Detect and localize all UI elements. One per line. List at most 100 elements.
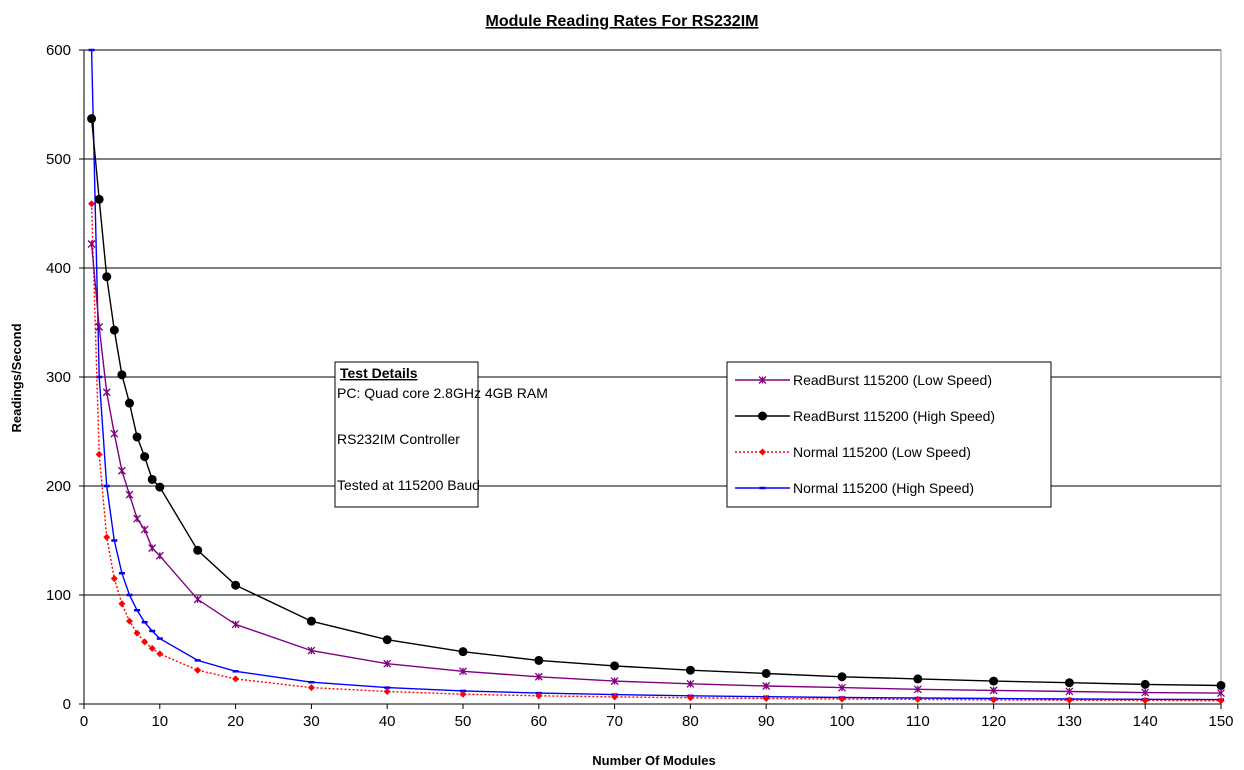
data-point: [141, 638, 149, 646]
data-point: [1216, 680, 1226, 690]
data-point: [193, 545, 203, 555]
data-point: [140, 525, 149, 534]
data-point: [761, 668, 771, 678]
y-tick-label: 400: [46, 260, 71, 277]
x-tick-label: 110: [906, 713, 930, 730]
y-tick-label: 300: [46, 369, 71, 386]
data-point: [1141, 688, 1150, 697]
data-point: [758, 376, 767, 384]
x-tick-label: 20: [227, 713, 244, 730]
series-line: [90, 243, 1222, 694]
x-axis-title: Number Of Modules: [592, 753, 716, 768]
data-point: [103, 533, 111, 541]
y-axis-title: Readings/Second: [9, 323, 24, 432]
data-point: [194, 666, 202, 674]
data-point: [102, 388, 111, 397]
test-details-box: Test Details PC: Quad core 2.8GHz 4GB RA…: [334, 361, 548, 508]
data-point: [610, 661, 620, 671]
data-point: [382, 635, 392, 645]
legend-label: Normal 115200 (Low Speed): [793, 444, 971, 460]
data-point: [117, 466, 126, 475]
y-axis-ticks: 0 100 200 300 400 500 600: [46, 42, 84, 713]
data-point: [383, 687, 391, 695]
data-point: [87, 240, 96, 248]
data-point: [94, 194, 104, 204]
x-tick-label: 130: [1057, 713, 1082, 730]
data-point: [132, 432, 142, 442]
x-tick-label: 80: [682, 713, 699, 730]
data-point: [118, 600, 126, 608]
x-tick-label: 70: [606, 713, 623, 730]
x-tick-label: 140: [1133, 713, 1158, 730]
x-tick-label: 30: [303, 713, 320, 730]
x-tick-label: 120: [981, 713, 1006, 730]
data-point: [307, 646, 316, 655]
data-point: [913, 685, 922, 694]
y-tick-label: 600: [46, 42, 71, 59]
legend: ReadBurst 115200 (Low Speed) ReadBurst 11…: [726, 361, 1052, 508]
data-point: [686, 679, 695, 688]
y-tick-label: 100: [46, 587, 71, 604]
series-4: [88, 48, 1224, 701]
data-point: [838, 683, 846, 692]
x-tick-label: 10: [151, 713, 168, 730]
data-point: [534, 655, 544, 665]
data-point: [140, 452, 150, 462]
data-point: [102, 272, 112, 282]
data-point: [1217, 689, 1225, 698]
series-line: [90, 203, 1222, 702]
data-point: [534, 672, 543, 681]
data-point: [913, 674, 923, 684]
legend-item: ReadBurst 115200 (High Speed): [735, 408, 995, 424]
data-point: [117, 370, 127, 380]
data-point: [535, 692, 543, 700]
series-line: [90, 49, 1222, 701]
series-3: [88, 200, 1225, 705]
x-tick-label: 90: [758, 713, 775, 730]
data-point: [837, 672, 847, 682]
data-point: [148, 644, 156, 652]
y-tick-label: 500: [46, 151, 71, 168]
legend-label: ReadBurst 115200 (High Speed): [793, 408, 995, 424]
data-point: [610, 677, 619, 686]
data-point: [148, 544, 157, 553]
test-details-line-1: PC: Quad core 2.8GHz 4GB RAM: [337, 385, 548, 401]
test-details-frame: [334, 361, 479, 508]
test-details-line-3: Tested at 115200 Baud: [337, 477, 480, 493]
test-details-line-2: RS232IM Controller: [337, 431, 460, 447]
data-point: [989, 686, 998, 695]
data-point: [459, 690, 467, 698]
legend-label: ReadBurst 115200 (Low Speed): [793, 372, 992, 388]
data-point: [383, 659, 392, 668]
chart-title: Module Reading Rates For RS232IM: [486, 13, 759, 30]
data-point: [110, 429, 119, 438]
y-tick-label: 200: [46, 478, 71, 495]
data-point: [193, 595, 202, 604]
data-point: [1065, 687, 1074, 696]
data-point: [147, 474, 157, 484]
data-point: [306, 616, 316, 626]
data-point: [133, 514, 142, 523]
x-tick-label: 60: [530, 713, 547, 730]
legend-label: Normal 115200 (High Speed): [793, 480, 974, 496]
data-point: [838, 695, 846, 703]
x-tick-label: 50: [455, 713, 472, 730]
data-point: [95, 322, 104, 331]
data-point: [759, 448, 766, 456]
data-point: [1141, 696, 1149, 704]
data-point: [459, 667, 467, 676]
data-point: [1217, 697, 1225, 705]
data-point: [124, 398, 134, 408]
data-point: [1140, 679, 1150, 689]
series-1: [87, 240, 1225, 698]
data-point: [109, 325, 119, 335]
data-point: [762, 682, 771, 690]
data-point: [155, 551, 164, 560]
legend-item: ReadBurst 115200 (Low Speed): [735, 372, 992, 388]
series-2: [87, 114, 1226, 690]
data-point: [989, 676, 999, 686]
data-point: [914, 695, 922, 703]
data-point: [231, 580, 241, 590]
series-group: [87, 48, 1226, 705]
